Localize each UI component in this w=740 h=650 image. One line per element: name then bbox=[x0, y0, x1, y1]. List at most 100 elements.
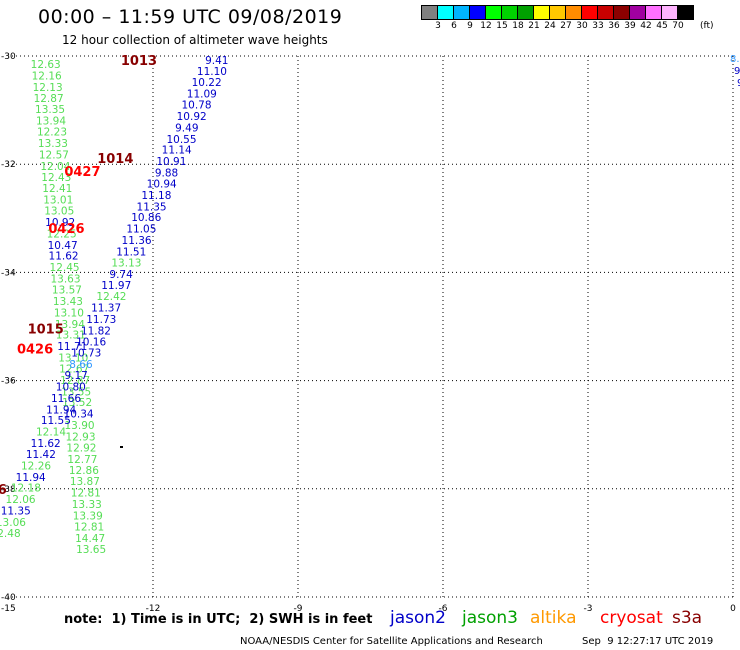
colorbar-tick-label: 36 bbox=[608, 21, 620, 31]
wave-height-reading: 13.06 bbox=[0, 517, 26, 529]
wave-height-reading: 14.47 bbox=[75, 533, 105, 545]
wave-height-reading: 9.74 bbox=[109, 269, 133, 281]
wave-height-reading: 11.73 bbox=[86, 314, 116, 326]
track-marker bbox=[120, 446, 123, 448]
legend-item-altika: altika bbox=[530, 608, 577, 628]
wave-height-reading: 13.94 bbox=[55, 319, 85, 331]
wave-height-reading: 9.17 bbox=[64, 370, 87, 382]
colorbar-tick-label: 33 bbox=[592, 21, 604, 31]
footer-note: note: 1) Time is in UTC; 2) SWH is in fe… bbox=[64, 612, 373, 627]
wave-height-reading: 12.87 bbox=[60, 375, 90, 387]
wave-height-reading: 13.10 bbox=[54, 307, 84, 319]
lat-tick-label: -30 bbox=[1, 52, 16, 62]
wave-height-reading: 11.71 bbox=[57, 341, 87, 353]
wave-height-reading: 13.10 bbox=[58, 352, 88, 364]
colorbar-tick-label: 9 bbox=[467, 21, 473, 31]
wave-height-reading: 11.55 bbox=[41, 415, 71, 427]
wave-height-reading: 11.35 bbox=[137, 201, 167, 213]
page-subtitle: 12 hour collection of altimeter wave hei… bbox=[62, 33, 328, 47]
wave-height-reading: 12.92 bbox=[66, 443, 96, 455]
wave-height-reading: 10.34 bbox=[64, 409, 94, 421]
wave-height-reading: 11.10 bbox=[197, 66, 227, 78]
wave-height-reading: 10.80 bbox=[56, 382, 86, 394]
wave-height-reading: 9.49 bbox=[175, 122, 198, 134]
wave-height-reading: 12.41 bbox=[42, 183, 72, 195]
lon-tick-label: -12 bbox=[146, 604, 161, 614]
wave-height-reading: 11.62 bbox=[49, 251, 79, 263]
wave-height-reading: 12.86 bbox=[69, 465, 99, 477]
colorbar-tick-label: 6 bbox=[451, 21, 457, 31]
wave-height-reading: 11.37 bbox=[91, 303, 121, 315]
wave-height-reading: 12.42 bbox=[96, 291, 126, 303]
colorbar-tick-label: 42 bbox=[640, 21, 652, 31]
lat-tick-label: -32 bbox=[1, 160, 16, 170]
legend-item-s3a: s3a bbox=[672, 608, 703, 628]
legend-item-jason2: jason2 bbox=[390, 608, 446, 628]
page-title: 00:00 – 11:59 UTC 09/08/2019 bbox=[38, 6, 343, 28]
colorbar-tick-label: 12 bbox=[480, 21, 492, 31]
wave-height-reading: 12.87 bbox=[34, 93, 64, 105]
wave-height-reading: 10.92 bbox=[177, 111, 207, 123]
wave-height-reading: 10.22 bbox=[192, 77, 222, 89]
wave-height-reading: 12.06 bbox=[6, 494, 36, 506]
wave-height-reading: 12.23 bbox=[37, 127, 67, 139]
wave-height-reading: 13.57 bbox=[52, 285, 82, 297]
pass-time-label: 0426 bbox=[48, 222, 84, 237]
pass-time-label: 1014 bbox=[97, 152, 133, 167]
wave-height-reading: 11.51 bbox=[116, 246, 146, 258]
wave-height-reading: 13.52 bbox=[62, 397, 92, 409]
wave-height-reading: 10.91 bbox=[156, 156, 186, 168]
wave-height-reading: 12.43 bbox=[41, 172, 71, 184]
wave-height-reading: 11.35 bbox=[1, 505, 31, 517]
wave-height-reading: 13.35 bbox=[35, 104, 65, 116]
wave-height-reading: 11.42 bbox=[26, 449, 56, 461]
wave-height-reading: 13.63 bbox=[50, 273, 80, 285]
wave-height-reading: 12.48 bbox=[0, 528, 21, 540]
wave-height-reading: 11.66 bbox=[51, 393, 81, 405]
wave-height-reading: 13.33 bbox=[38, 138, 68, 150]
wave-height-reading: 11.09 bbox=[187, 88, 217, 100]
edge-reading-label: 9 bbox=[737, 78, 740, 89]
lat-tick-label: -38 bbox=[1, 485, 16, 495]
wave-height-reading: 12.77 bbox=[67, 454, 97, 466]
wave-height-reading: 13.31 bbox=[56, 330, 86, 342]
colorbar bbox=[421, 5, 694, 20]
wave-height-reading: 13.05 bbox=[44, 206, 74, 218]
colorbar-tick-label: 24 bbox=[544, 21, 556, 31]
wave-height-reading: 13.43 bbox=[53, 296, 83, 308]
wave-height-reading: 12.63 bbox=[31, 59, 61, 71]
pass-time-label: 0427 bbox=[64, 165, 100, 180]
wave-height-reading: 13.55 bbox=[61, 386, 91, 398]
wave-height-reading: 11.94 bbox=[46, 404, 76, 416]
wave-height-reading: 10.73 bbox=[71, 347, 101, 359]
lon-tick-label: -9 bbox=[294, 604, 303, 614]
wave-height-reading: 12.81 bbox=[71, 488, 101, 500]
wave-height-reading: 12.13 bbox=[33, 82, 63, 94]
pass-time-label: 1016 bbox=[0, 483, 7, 498]
footer-generated-time: Sep 9 12:27:17 UTC 2019 bbox=[582, 636, 714, 647]
wave-height-reading: 11.94 bbox=[16, 472, 46, 484]
wave-height-reading: 12.16 bbox=[32, 70, 62, 82]
wave-height-reading: 12.26 bbox=[21, 461, 51, 473]
wave-height-reading: 10.78 bbox=[181, 100, 211, 112]
wave-height-reading: 10.55 bbox=[166, 134, 196, 146]
wave-height-reading: 10.47 bbox=[48, 240, 78, 252]
colorbar-tick-label: 70 bbox=[672, 21, 684, 31]
colorbar-tick-label: 21 bbox=[528, 21, 540, 31]
wave-height-reading: 8.66 bbox=[69, 359, 93, 371]
wave-height-reading: 12.45 bbox=[50, 262, 80, 274]
wave-height-reading: 13.65 bbox=[76, 544, 106, 556]
lon-tick-label: -3 bbox=[584, 604, 593, 614]
wave-height-reading: 11.82 bbox=[81, 325, 111, 337]
wave-height-reading: 13.13 bbox=[111, 258, 141, 270]
pass-time-label: 1015 bbox=[28, 323, 64, 338]
edge-reading-label: 8. bbox=[730, 54, 740, 65]
wave-height-reading: 12.93 bbox=[65, 431, 95, 443]
wave-height-reading: 10.86 bbox=[131, 212, 161, 224]
wave-height-reading: 10.92 bbox=[45, 217, 75, 229]
colorbar-tick-label: 39 bbox=[624, 21, 636, 31]
wave-height-reading: 11.62 bbox=[31, 438, 61, 450]
colorbar-tick-label: 27 bbox=[560, 21, 572, 31]
